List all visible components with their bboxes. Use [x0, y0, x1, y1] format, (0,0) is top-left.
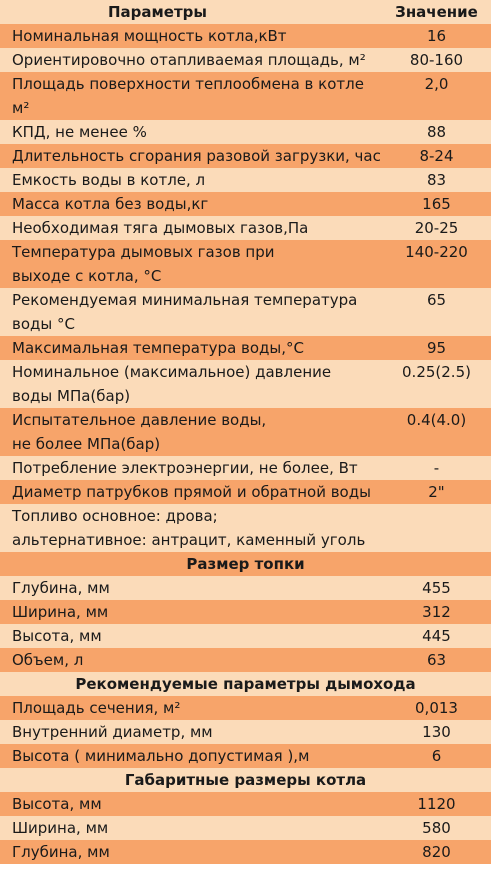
parameter-label: Номинальное (максимальное) давление воды…	[12, 363, 332, 405]
table-body: Номинальная мощность котла,кВт 16 Ориентир…	[0, 24, 491, 864]
parameter-value: 1120	[417, 795, 456, 813]
table-row: Рекомендуемая минимальная температура во…	[0, 288, 491, 336]
table-row: Испытательное давление воды, не более МП…	[0, 408, 491, 456]
parameter-label: Объем, л	[12, 651, 84, 669]
table-row: Ориентировочно отапливаемая площадь, м² 8…	[0, 48, 491, 72]
table-row: Номинальная мощность котла,кВт 16	[0, 24, 491, 48]
parameter-value: -	[433, 459, 440, 477]
parameter-label: Площадь сечения, м²	[12, 699, 181, 717]
section-header-row: Размер топки	[0, 552, 491, 576]
parameter-value: 0,013	[415, 699, 458, 717]
parameter-value: 80-160	[409, 51, 464, 69]
table-row: Потребление электроэнергии, не более, Вт…	[0, 456, 491, 480]
table-row: Высота, мм 445	[0, 624, 491, 648]
table-row: Ширина, мм 580	[0, 816, 491, 840]
parameter-label: Ширина, мм	[12, 819, 109, 837]
table-row: Топливо основное: дрова; альтернативное:…	[0, 504, 491, 552]
parameter-value	[382, 504, 491, 552]
table-row: Внутренний диаметр, мм 130	[0, 720, 491, 744]
table-row: Высота ( минимально допустимая ),м 6	[0, 744, 491, 768]
parameter-value: 580	[422, 819, 451, 837]
parameter-label: Потребление электроэнергии, не более, Вт	[12, 459, 358, 477]
table-row: Площадь сечения, м² 0,013	[0, 696, 491, 720]
section-title: Рекомендуемые параметры дымохода	[75, 675, 416, 693]
parameter-value: 820	[422, 843, 451, 861]
parameter-value: 83	[426, 171, 447, 189]
parameter-label: Высота, мм	[12, 627, 102, 645]
parameter-label: Площадь поверхности теплообмена в котле …	[12, 75, 364, 117]
parameter-label: Высота ( минимально допустимая ),м	[12, 747, 310, 765]
parameter-label: Ширина, мм	[12, 603, 109, 621]
parameter-value: 140-220	[405, 243, 468, 261]
table-row: Максимальная температура воды,°С 95	[0, 336, 491, 360]
parameter-value: 312	[422, 603, 451, 621]
parameter-value: 2"	[428, 483, 445, 501]
parameter-label: Глубина, мм	[12, 843, 110, 861]
parameter-value: 16	[426, 27, 447, 45]
parameter-label: Температура дымовых газов при выходе с к…	[12, 243, 275, 285]
value-header: Значение	[395, 3, 478, 21]
parameter-value: 0.4(4.0)	[406, 411, 467, 429]
section-title: Размер топки	[186, 555, 305, 573]
parameter-label: Испытательное давление воды, не более МП…	[12, 411, 267, 453]
table-row: Номинальное (максимальное) давление воды…	[0, 360, 491, 408]
table-row: КПД, не менее % 88	[0, 120, 491, 144]
table-row: Масса котла без воды,кг 165	[0, 192, 491, 216]
parameter-value: 130	[422, 723, 451, 741]
parameter-label: Номинальная мощность котла,кВт	[12, 27, 287, 45]
parameter-label: КПД, не менее %	[12, 123, 147, 141]
parameter-label: Емкость воды в котле, л	[12, 171, 206, 189]
parameter-label: Диаметр патрубков прямой и обратной воды	[12, 483, 371, 501]
parameter-label: Глубина, мм	[12, 579, 110, 597]
table-row: Емкость воды в котле, л 83	[0, 168, 491, 192]
section-header-row: Габаритные размеры котла	[0, 768, 491, 792]
parameter-value: 165	[422, 195, 451, 213]
parameter-label: Рекомендуемая минимальная температура во…	[12, 291, 358, 333]
parameters-header: Параметры	[108, 3, 207, 21]
parameter-label: Внутренний диаметр, мм	[12, 723, 213, 741]
table-row: Глубина, мм 820	[0, 840, 491, 864]
parameter-value: 6	[431, 747, 442, 765]
section-title: Габаритные размеры котла	[124, 771, 367, 789]
parameter-value: 88	[426, 123, 447, 141]
table-row: Ширина, мм 312	[0, 600, 491, 624]
specifications-table: Параметры Значение Номинальная мощность …	[0, 0, 491, 864]
table-row: Необходимая тяга дымовых газов,Па 20-25	[0, 216, 491, 240]
parameter-value: 63	[426, 651, 447, 669]
parameter-label: Максимальная температура воды,°С	[12, 339, 305, 357]
table-row: Температура дымовых газов при выходе с к…	[0, 240, 491, 288]
parameter-value: 445	[422, 627, 451, 645]
parameter-label: Масса котла без воды,кг	[12, 195, 209, 213]
table-row: Диаметр патрубков прямой и обратной воды…	[0, 480, 491, 504]
table-row: Глубина, мм 455	[0, 576, 491, 600]
table-row: Длительность сгорания разовой загрузки, …	[0, 144, 491, 168]
section-header-row: Рекомендуемые параметры дымохода	[0, 672, 491, 696]
parameter-value: 2,0	[424, 75, 449, 93]
table-row: Площадь поверхности теплообмена в котле …	[0, 72, 491, 120]
parameter-value: 8-24	[419, 147, 454, 165]
parameter-label: Ориентировочно отапливаемая площадь, м²	[12, 51, 366, 69]
parameter-value: 95	[426, 339, 447, 357]
table-row: Высота, мм 1120	[0, 792, 491, 816]
parameter-value: 65	[426, 291, 447, 309]
table-row: Объем, л 63	[0, 648, 491, 672]
parameter-value: 20-25	[414, 219, 459, 237]
parameter-label: Топливо основное: дрова; альтернативное:…	[12, 507, 366, 549]
parameter-label: Необходимая тяга дымовых газов,Па	[12, 219, 309, 237]
parameter-value: 455	[422, 579, 451, 597]
table-header-row: Параметры Значение	[0, 0, 491, 24]
parameter-label: Длительность сгорания разовой загрузки, …	[12, 147, 381, 165]
parameter-value: 0.25(2.5)	[402, 363, 471, 381]
parameter-label: Высота, мм	[12, 795, 102, 813]
